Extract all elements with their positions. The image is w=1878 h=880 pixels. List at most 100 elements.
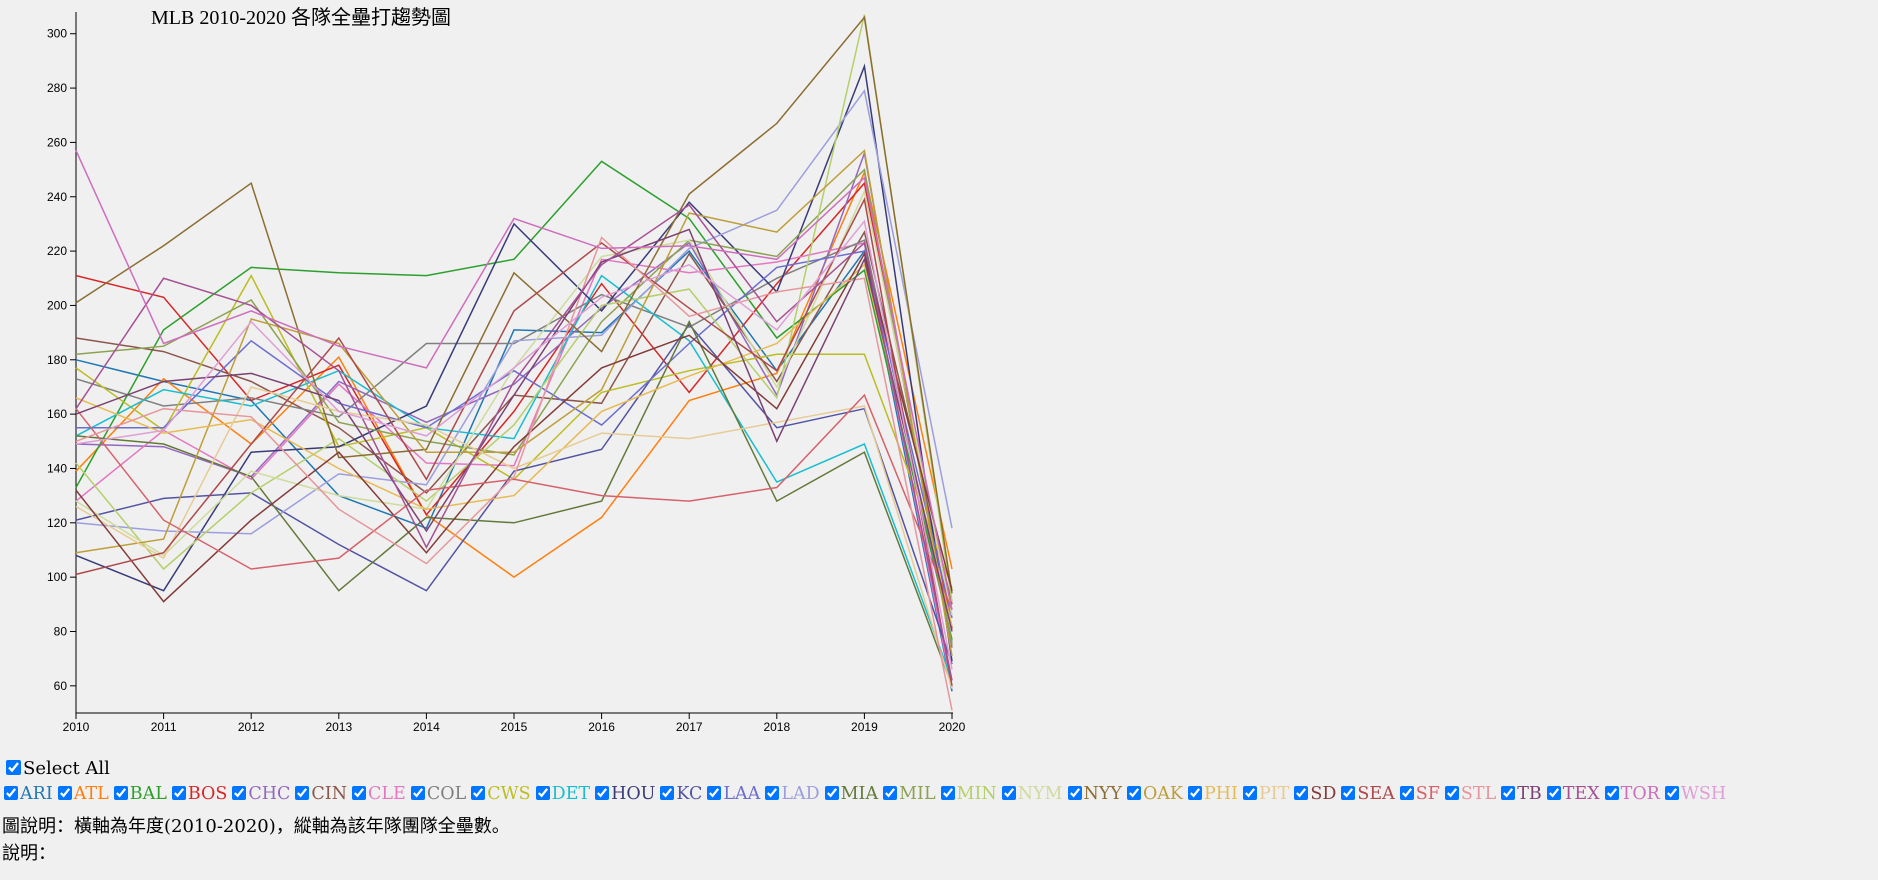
team-checkbox-lad[interactable] — [765, 786, 780, 800]
legend-item-tor[interactable]: TOR — [1604, 784, 1660, 804]
team-checkbox-wsh[interactable] — [1664, 786, 1679, 800]
legend-label: TOR — [1620, 784, 1660, 804]
legend-label: KC — [676, 784, 703, 804]
legend-label: HOU — [611, 784, 656, 804]
team-checkbox-chc[interactable] — [232, 786, 247, 800]
legend-item-bal[interactable]: BAL — [113, 784, 167, 804]
legend-item-phi[interactable]: PHI — [1188, 784, 1238, 804]
team-checkbox-mia[interactable] — [824, 786, 839, 800]
legend-item-chc[interactable]: CHC — [232, 784, 290, 804]
series-line-sd — [75, 251, 953, 603]
legend-item-mia[interactable]: MIA — [824, 784, 879, 804]
legend-label: CHC — [248, 784, 291, 804]
legend-label: BOS — [187, 784, 228, 804]
legend-label: SEA — [1357, 784, 1395, 804]
team-checkbox-min[interactable] — [940, 786, 955, 800]
select-all-checkbox[interactable] — [6, 760, 21, 775]
y-tick-label: 120 — [47, 516, 67, 530]
series-line-cle — [75, 242, 953, 689]
team-checkbox-laa[interactable] — [707, 786, 722, 800]
series-line-kc — [75, 323, 953, 665]
legend-item-stl[interactable]: STL — [1444, 784, 1497, 804]
team-checkbox-kc[interactable] — [660, 786, 675, 800]
team-checkbox-sd[interactable] — [1294, 786, 1309, 800]
legend-label: LAD — [781, 784, 820, 804]
series-line-oak — [75, 149, 953, 657]
legend-item-lad[interactable]: LAD — [765, 784, 820, 804]
x-tick-label: 2020 — [939, 720, 966, 734]
team-checkbox-oak[interactable] — [1126, 786, 1141, 800]
legend-item-atl[interactable]: ATL — [57, 784, 109, 804]
team-checkbox-hou[interactable] — [595, 786, 610, 800]
legend-item-sf[interactable]: SF — [1399, 784, 1440, 804]
legend-item-det[interactable]: DET — [535, 784, 590, 804]
team-checkbox-col[interactable] — [410, 786, 425, 800]
legend-item-nyy[interactable]: NYY — [1067, 784, 1122, 804]
team-checkbox-nyy[interactable] — [1067, 786, 1082, 800]
team-checkbox-sea[interactable] — [1341, 786, 1356, 800]
legend-item-col[interactable]: COL — [410, 784, 466, 804]
select-all-label: Select All — [23, 758, 110, 779]
team-checkbox-sf[interactable] — [1399, 786, 1414, 800]
team-checkbox-tb[interactable] — [1501, 786, 1516, 800]
x-tick-label: 2017 — [676, 720, 703, 734]
legend-item-bos[interactable]: BOS — [171, 784, 228, 804]
y-tick-label: 220 — [47, 244, 67, 258]
legend-label: MIL — [899, 784, 936, 804]
legend-item-cle[interactable]: CLE — [352, 784, 406, 804]
legend-label: STL — [1460, 784, 1497, 804]
legend-label: OAK — [1142, 784, 1183, 804]
legend-item-wsh[interactable]: WSH — [1664, 784, 1726, 804]
line-chart: 60 80 100 120 140 160 180 200 220 240 260 280 300 201… — [47, 6, 966, 734]
team-checkbox-bos[interactable] — [171, 786, 186, 800]
x-tick-label: 2014 — [413, 720, 440, 734]
team-checkbox-det[interactable] — [535, 786, 550, 800]
team-checkbox-tex[interactable] — [1546, 786, 1561, 800]
legend-item-tex[interactable]: TEX — [1546, 784, 1600, 804]
legend-item-min[interactable]: MIN — [940, 784, 997, 804]
team-checkbox-stl[interactable] — [1444, 786, 1459, 800]
team-checkbox-cle[interactable] — [352, 786, 367, 800]
series-line-pit — [75, 386, 953, 689]
legend-label: SD — [1310, 784, 1337, 804]
legend-item-sd[interactable]: SD — [1294, 784, 1336, 804]
team-checkbox-cin[interactable] — [295, 786, 310, 800]
x-tick-label: 2011 — [151, 720, 177, 734]
team-checkbox-atl[interactable] — [57, 786, 72, 800]
team-checkbox-ari[interactable] — [4, 786, 18, 800]
legend-item-mil[interactable]: MIL — [883, 784, 936, 804]
team-checkbox-nym[interactable] — [1001, 786, 1016, 800]
legend-item-ari[interactable]: ARI — [4, 784, 53, 804]
series-line-sea — [75, 197, 953, 686]
legend-item-oak[interactable]: OAK — [1126, 784, 1183, 804]
team-checkbox-tor[interactable] — [1604, 786, 1619, 800]
legend-label: LAA — [723, 784, 761, 804]
legend-item-hou[interactable]: HOU — [595, 784, 655, 804]
legend-item-laa[interactable]: LAA — [707, 784, 760, 804]
legend-label: MIA — [840, 784, 879, 804]
select-all-control[interactable]: Select All — [6, 757, 110, 781]
series-line-stl — [75, 236, 953, 711]
legend-item-cin[interactable]: CIN — [295, 784, 347, 804]
chart-title: MLB 2010-2020 各隊全壘打趨勢圖 — [151, 6, 451, 29]
series-line-lad — [75, 88, 953, 535]
series-line-min — [75, 14, 953, 602]
y-tick-label: 260 — [47, 135, 67, 149]
team-checkbox-pit[interactable] — [1242, 786, 1257, 800]
legend-item-sea[interactable]: SEA — [1341, 784, 1395, 804]
legend-item-pit[interactable]: PIT — [1242, 784, 1289, 804]
legend-item-cws[interactable]: CWS — [471, 784, 531, 804]
legend-item-kc[interactable]: KC — [660, 784, 702, 804]
legend-item-tb[interactable]: TB — [1501, 784, 1542, 804]
team-checkbox-mil[interactable] — [883, 786, 898, 800]
team-checkbox-phi[interactable] — [1188, 786, 1202, 800]
team-checkbox-cws[interactable] — [471, 786, 486, 800]
legend-label: ARI — [20, 784, 53, 804]
series-line-hou — [75, 63, 953, 662]
legend-item-nym[interactable]: NYM — [1001, 784, 1063, 804]
team-checkbox-bal[interactable] — [113, 786, 128, 800]
x-tick-label: 2010 — [63, 720, 90, 734]
y-tick-label: 200 — [47, 298, 67, 312]
series-line-laa — [76, 250, 953, 619]
series-line-wsh — [75, 219, 953, 670]
